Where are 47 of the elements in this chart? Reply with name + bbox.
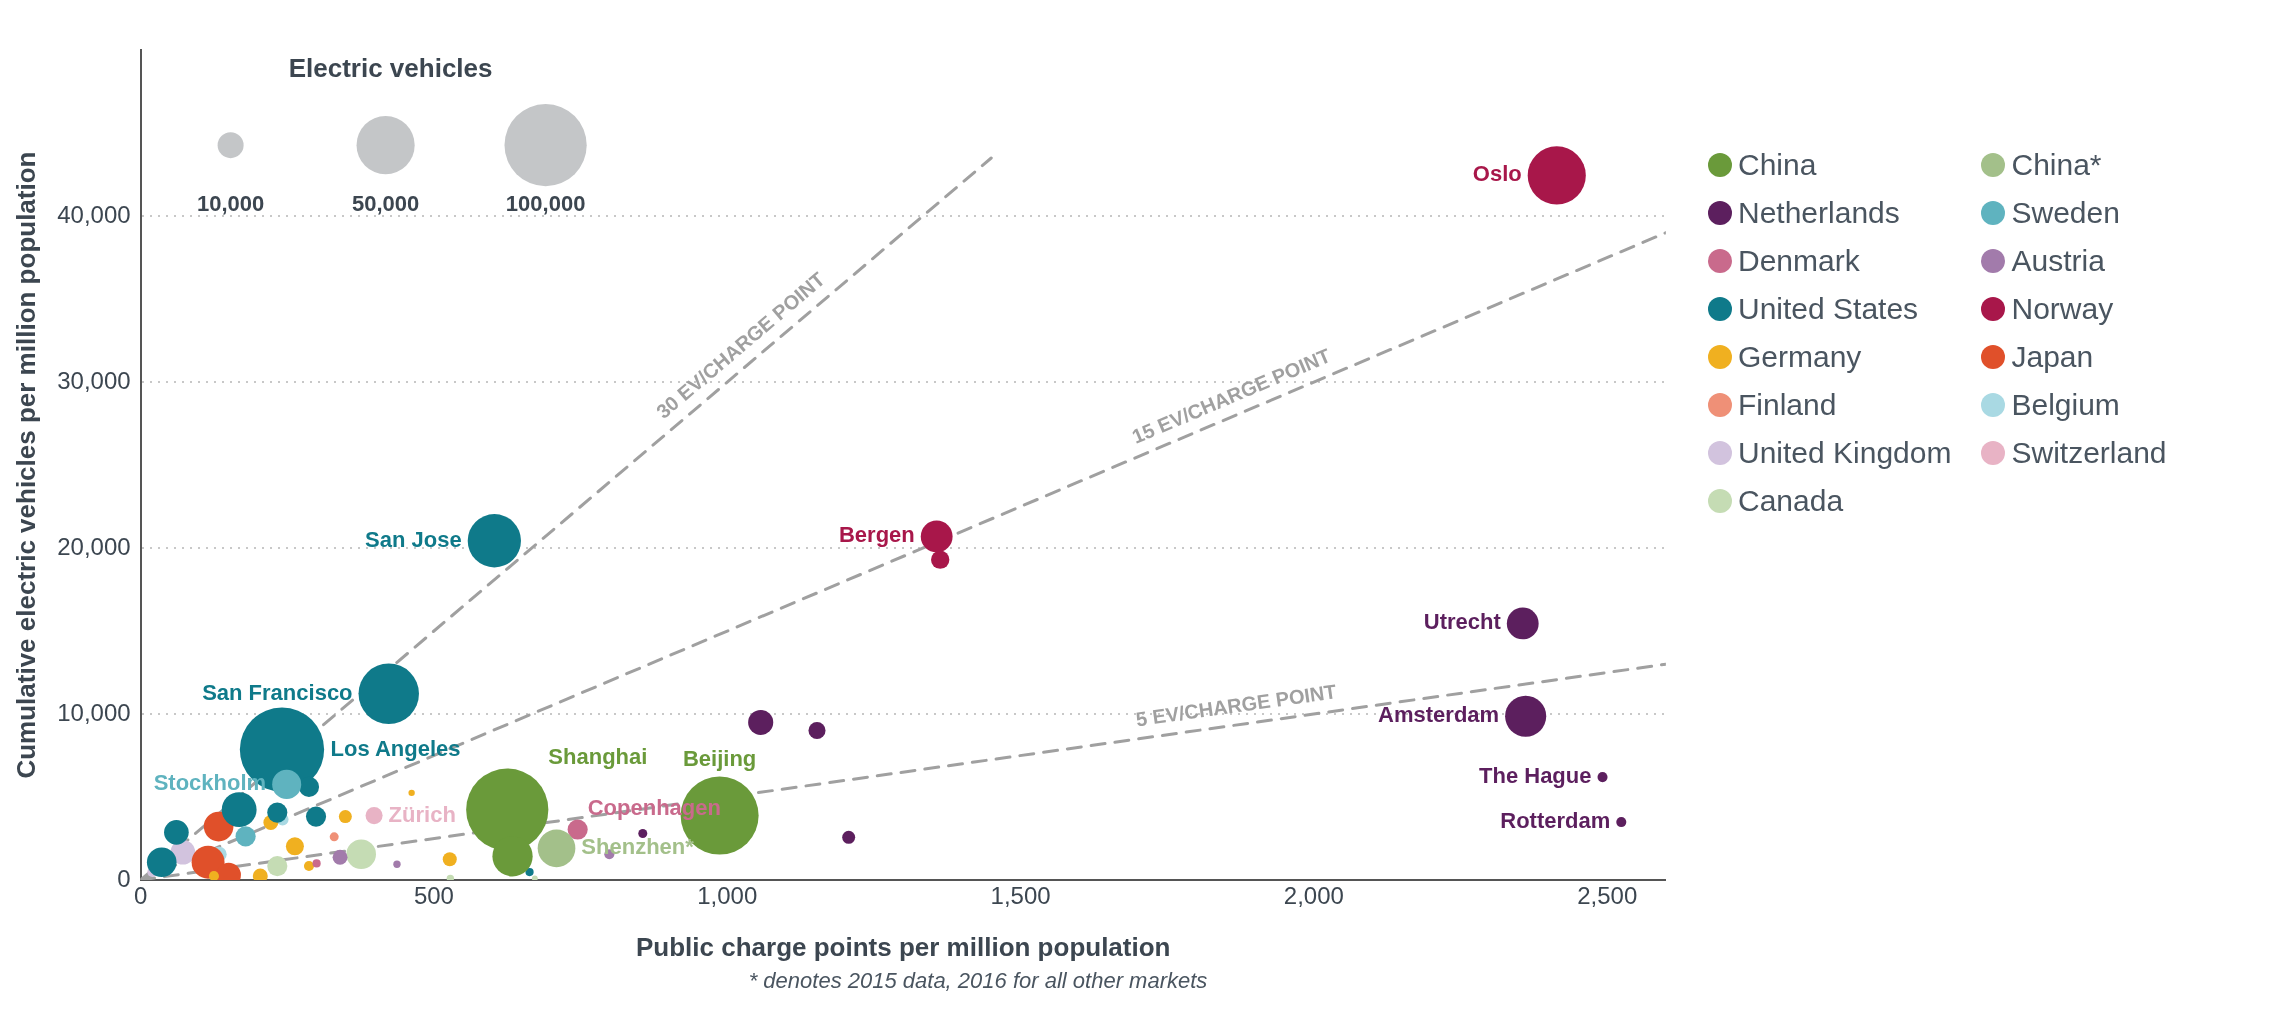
- y-tick-label: 10,000: [57, 698, 131, 726]
- legend-label: 10,000: [196, 191, 265, 217]
- legend-label: Belgium: [2011, 388, 2120, 422]
- annotation: Rotterdam: [1500, 808, 1611, 834]
- x-tick-label: 1,000: [697, 882, 758, 910]
- y-tick-label: 20,000: [57, 532, 131, 560]
- x-tick-label: 0: [133, 882, 148, 910]
- legend-label: Netherlands: [1738, 196, 1900, 230]
- annotation: Bergen: [838, 522, 915, 548]
- annotation: San Jose: [365, 526, 462, 552]
- legend-label: Finland: [1738, 388, 1837, 422]
- legend-label: United Kingdom: [1738, 436, 1952, 470]
- y-tick-label: 0: [117, 864, 131, 892]
- legend-label: Denmark: [1738, 244, 1860, 278]
- legend-label: 100,000: [505, 191, 586, 217]
- x-tick-label: 2,500: [1577, 882, 1638, 910]
- y-tick-label: 30,000: [57, 366, 131, 394]
- legend-label: Switzerland: [2011, 436, 2167, 470]
- annotation: Zürich: [388, 801, 456, 827]
- annotation: Shanghai: [548, 743, 648, 769]
- legend-label: 50,000: [351, 191, 420, 217]
- y-axis-title: Cumulative electric vehicles per million population: [10, 151, 41, 779]
- x-tick-label: 500: [413, 882, 454, 910]
- annotation: Amsterdam: [1378, 702, 1500, 728]
- text: 5 EV/CHARGE POINT: [1134, 680, 1338, 731]
- legend-title: Electric vehicles: [288, 53, 493, 84]
- legend-label: United States: [1738, 292, 1919, 326]
- y-tick-label: 40,000: [57, 200, 131, 228]
- annotation: Los Angeles: [330, 735, 461, 761]
- annotation: Beijing: [682, 745, 757, 771]
- legend-label: China*: [2011, 148, 2102, 182]
- x-axis-title: Public charge points per million population: [636, 931, 1171, 962]
- text: * denotes 2015 data, 2016 for all other markets: [747, 968, 1209, 994]
- legend-label: Japan: [2011, 340, 2094, 374]
- x-tick-label: 1,500: [990, 882, 1051, 910]
- legend-label: Germany: [1738, 340, 1862, 374]
- annotation: The Hague: [1479, 763, 1592, 789]
- annotation: Shenzhen*: [581, 834, 695, 860]
- annotation: Utrecht: [1423, 609, 1502, 635]
- legend-label: Norway: [2011, 292, 2114, 326]
- x-tick-label: 2,000: [1283, 882, 1344, 910]
- annotation: San Francisco: [202, 679, 353, 705]
- annotation: Oslo: [1472, 161, 1522, 187]
- legend-label: Sweden: [2011, 196, 2120, 230]
- legend-label: China: [1738, 148, 1817, 182]
- legend-label: Austria: [2011, 244, 2105, 278]
- legend-label: Canada: [1738, 484, 1844, 518]
